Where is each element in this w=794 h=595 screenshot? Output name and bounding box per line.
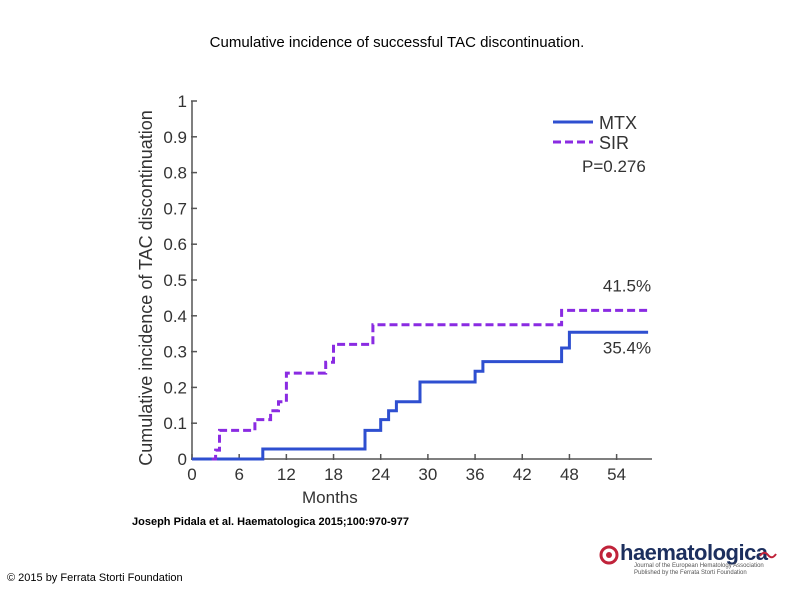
p-value-annotation: P=0.276: [582, 157, 646, 176]
y-tick-label: 0.5: [163, 271, 187, 290]
chart-title: Cumulative incidence of successful TAC d…: [209, 34, 585, 51]
copyright: © 2015 by Ferrata Storti Foundation: [7, 572, 183, 584]
legend-label-mtx: MTX: [599, 113, 637, 133]
chart-axes: 0 0.1 0.2 0.3 0.4 0.5 0.6 0.7 0.8 0.9 1 0 6 12 18 24 30 3…: [136, 92, 652, 507]
y-tick-label: 0: [178, 450, 187, 469]
y-tick-label: 0.8: [163, 164, 187, 183]
end-label-mtx: 35.4%: [603, 338, 651, 357]
ferrata-storti-icon: [759, 551, 777, 559]
y-axis-title: Cumulative incidence of TAC discontinuat…: [136, 110, 156, 466]
end-label-sir: 41.5%: [603, 276, 651, 295]
y-tick-label: 0.1: [163, 414, 187, 433]
x-tick-label: 48: [560, 465, 579, 484]
x-tick-label: 30: [418, 465, 437, 484]
logo-mark-icon: [599, 545, 619, 565]
y-tick-label: 0.4: [163, 307, 187, 326]
logo-subtitle-line2: Published by the Ferrata Storti Foundati…: [634, 570, 747, 576]
y-tick-label: 0.9: [163, 128, 187, 147]
y-tick-label: 0.6: [163, 235, 187, 254]
journal-logo: haematologica Journal of the European He…: [598, 540, 778, 576]
x-tick-label: 18: [324, 465, 343, 484]
citation: Joseph Pidala et al. Haematologica 2015;…: [132, 516, 409, 528]
chart: 0 0.1 0.2 0.3 0.4 0.5 0.6 0.7 0.8 0.9 1 0 6 12 18 24 30 3…: [136, 92, 652, 507]
logo-wordmark: haematologica: [620, 540, 768, 565]
logo-subtitle-line1: Journal of the European Hematology Assoc…: [634, 563, 764, 569]
chart-series: [192, 308, 649, 461]
x-axis-title: Months: [302, 488, 358, 507]
legend-label-sir: SIR: [599, 133, 629, 153]
series-line-mtx: [192, 330, 649, 461]
x-tick-label: 6: [234, 465, 243, 484]
y-tick-label: 0.7: [163, 199, 187, 218]
x-tick-label: 36: [466, 465, 485, 484]
x-tick-label: 24: [371, 465, 390, 484]
logo-subtitle: Journal of the European Hematology Assoc…: [634, 563, 764, 577]
y-tick-label: 1: [178, 92, 187, 111]
x-tick-label: 12: [277, 465, 296, 484]
x-tick-label: 0: [187, 465, 196, 484]
series-line-sir: [211, 308, 649, 461]
y-tick-label: 0.3: [163, 343, 187, 362]
x-tick-label: 54: [607, 465, 626, 484]
x-tick-label: 42: [513, 465, 532, 484]
y-tick-label: 0.2: [163, 378, 187, 397]
